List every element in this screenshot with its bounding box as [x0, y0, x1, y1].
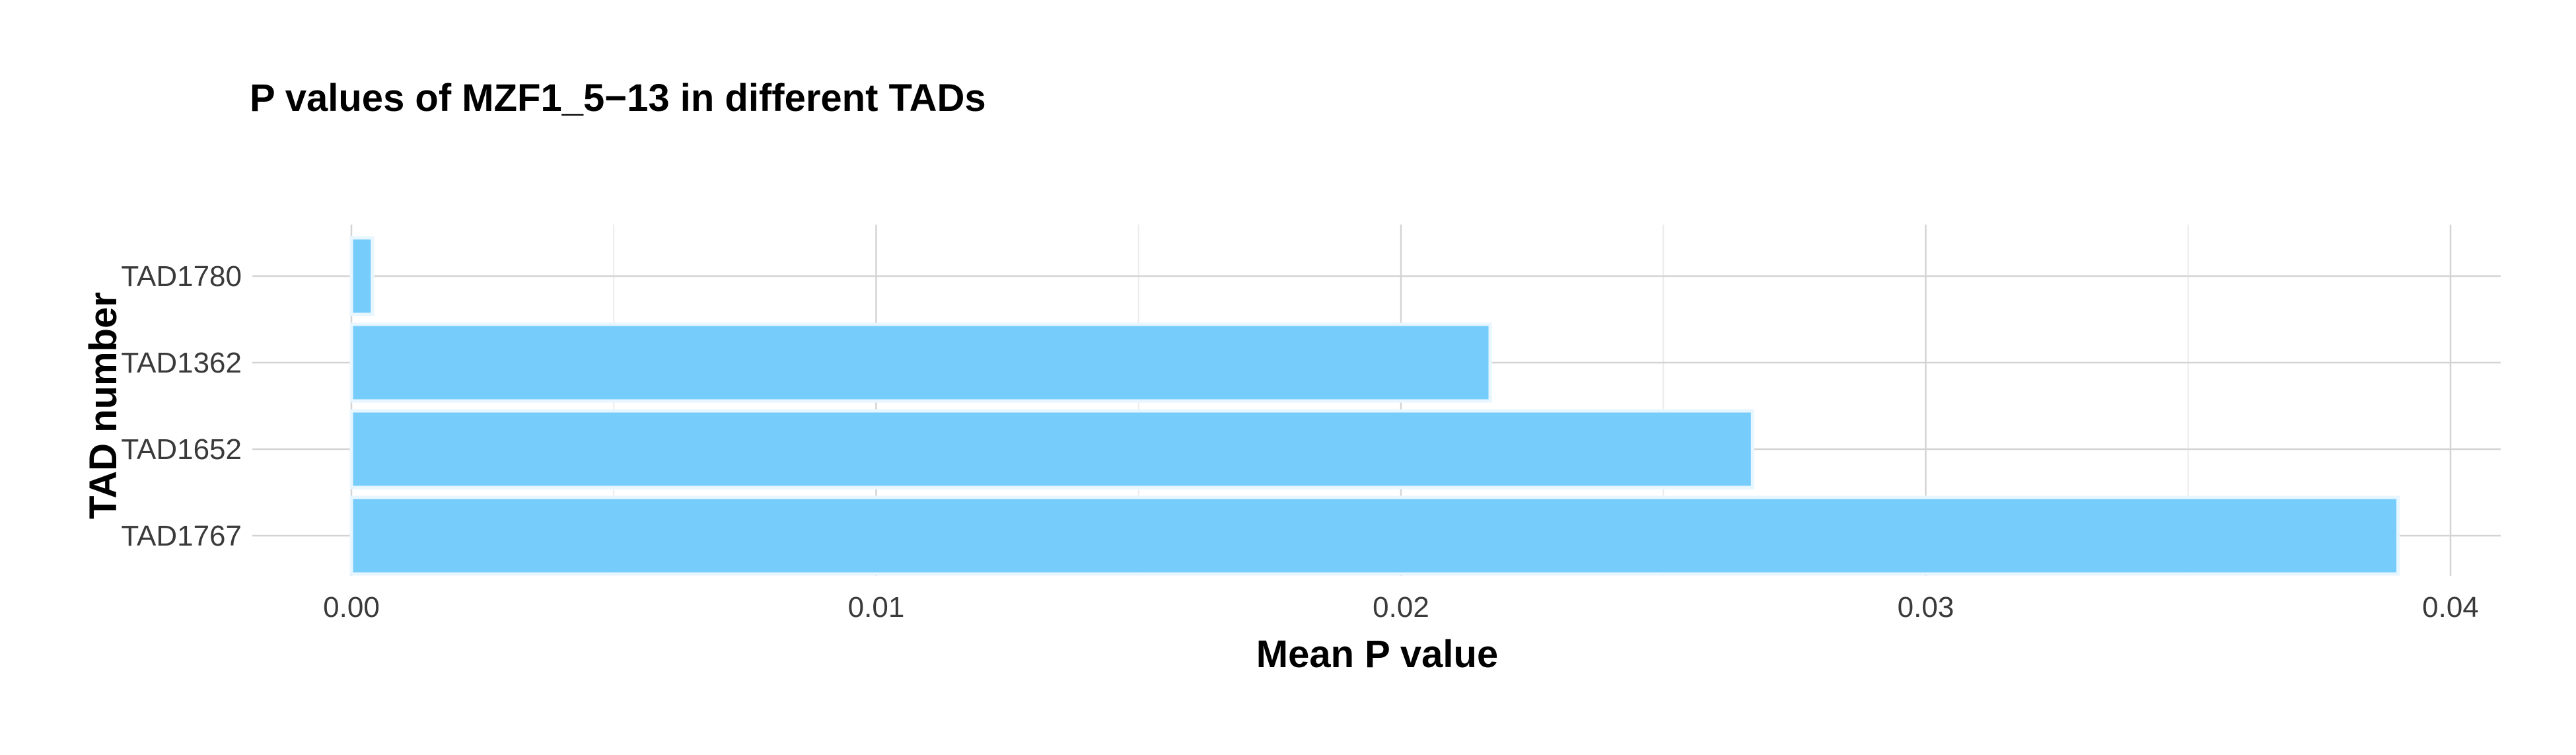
x-tick-label: 0.01 [848, 591, 905, 624]
y-tick-label: TAD1652 [121, 433, 242, 466]
bar-tad1362 [349, 322, 1492, 403]
x-tick-label: 0.03 [1898, 591, 1954, 624]
x-tick-label: 0.00 [323, 591, 380, 624]
bar-tad1767 [349, 495, 2400, 576]
bars [349, 236, 2400, 576]
bar-tad1652 [349, 409, 1754, 489]
x-tick-label: 0.02 [1373, 591, 1429, 624]
chart-title: P values of MZF1_5−13 in different TADs [250, 77, 986, 120]
y-tick-labels: TAD1780 TAD1362 TAD1652 TAD1767 [121, 260, 242, 552]
y-tick-label: TAD1767 [121, 520, 242, 552]
y-tick-label: TAD1780 [121, 260, 242, 293]
y-axis-title: TAD number [82, 292, 125, 519]
x-tick-labels: 0.00 0.01 0.02 0.03 0.04 [323, 591, 2479, 624]
x-tick-label: 0.04 [2422, 591, 2479, 624]
bar-tad1780 [349, 236, 375, 316]
y-tick-label: TAD1362 [121, 347, 242, 379]
x-axis-title: Mean P value [1256, 633, 1498, 676]
